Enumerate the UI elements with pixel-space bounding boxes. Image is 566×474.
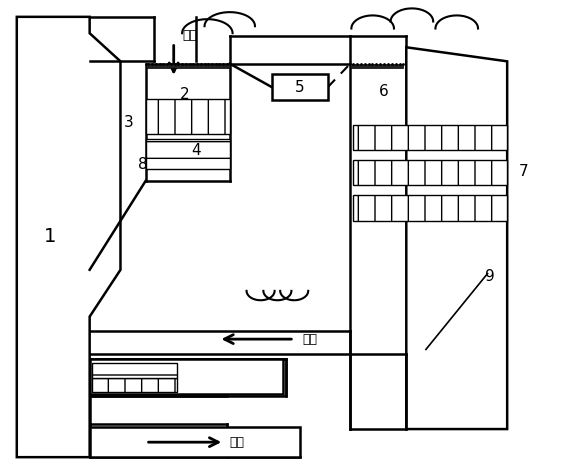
Polygon shape	[89, 359, 283, 394]
Text: 烟气: 烟气	[303, 333, 318, 346]
Text: 4: 4	[191, 143, 201, 158]
Polygon shape	[350, 64, 404, 68]
Polygon shape	[353, 160, 507, 185]
Polygon shape	[92, 364, 177, 377]
Polygon shape	[353, 195, 507, 220]
Polygon shape	[92, 377, 177, 392]
Text: 9: 9	[486, 269, 495, 284]
Text: 2: 2	[180, 87, 190, 101]
Text: 烟气: 烟气	[182, 29, 197, 42]
Polygon shape	[145, 99, 230, 134]
Polygon shape	[145, 64, 230, 68]
Polygon shape	[89, 427, 300, 457]
Text: 6: 6	[379, 84, 389, 99]
Text: 1: 1	[44, 228, 57, 246]
Polygon shape	[17, 17, 121, 457]
Polygon shape	[353, 125, 507, 150]
Polygon shape	[272, 74, 328, 100]
Polygon shape	[406, 47, 507, 429]
Text: 3: 3	[124, 115, 134, 130]
Polygon shape	[145, 138, 230, 169]
Text: 5: 5	[295, 80, 305, 95]
Polygon shape	[89, 359, 286, 396]
Text: 8: 8	[138, 157, 148, 172]
Text: 7: 7	[519, 164, 529, 179]
Text: 烟气: 烟气	[230, 436, 245, 449]
